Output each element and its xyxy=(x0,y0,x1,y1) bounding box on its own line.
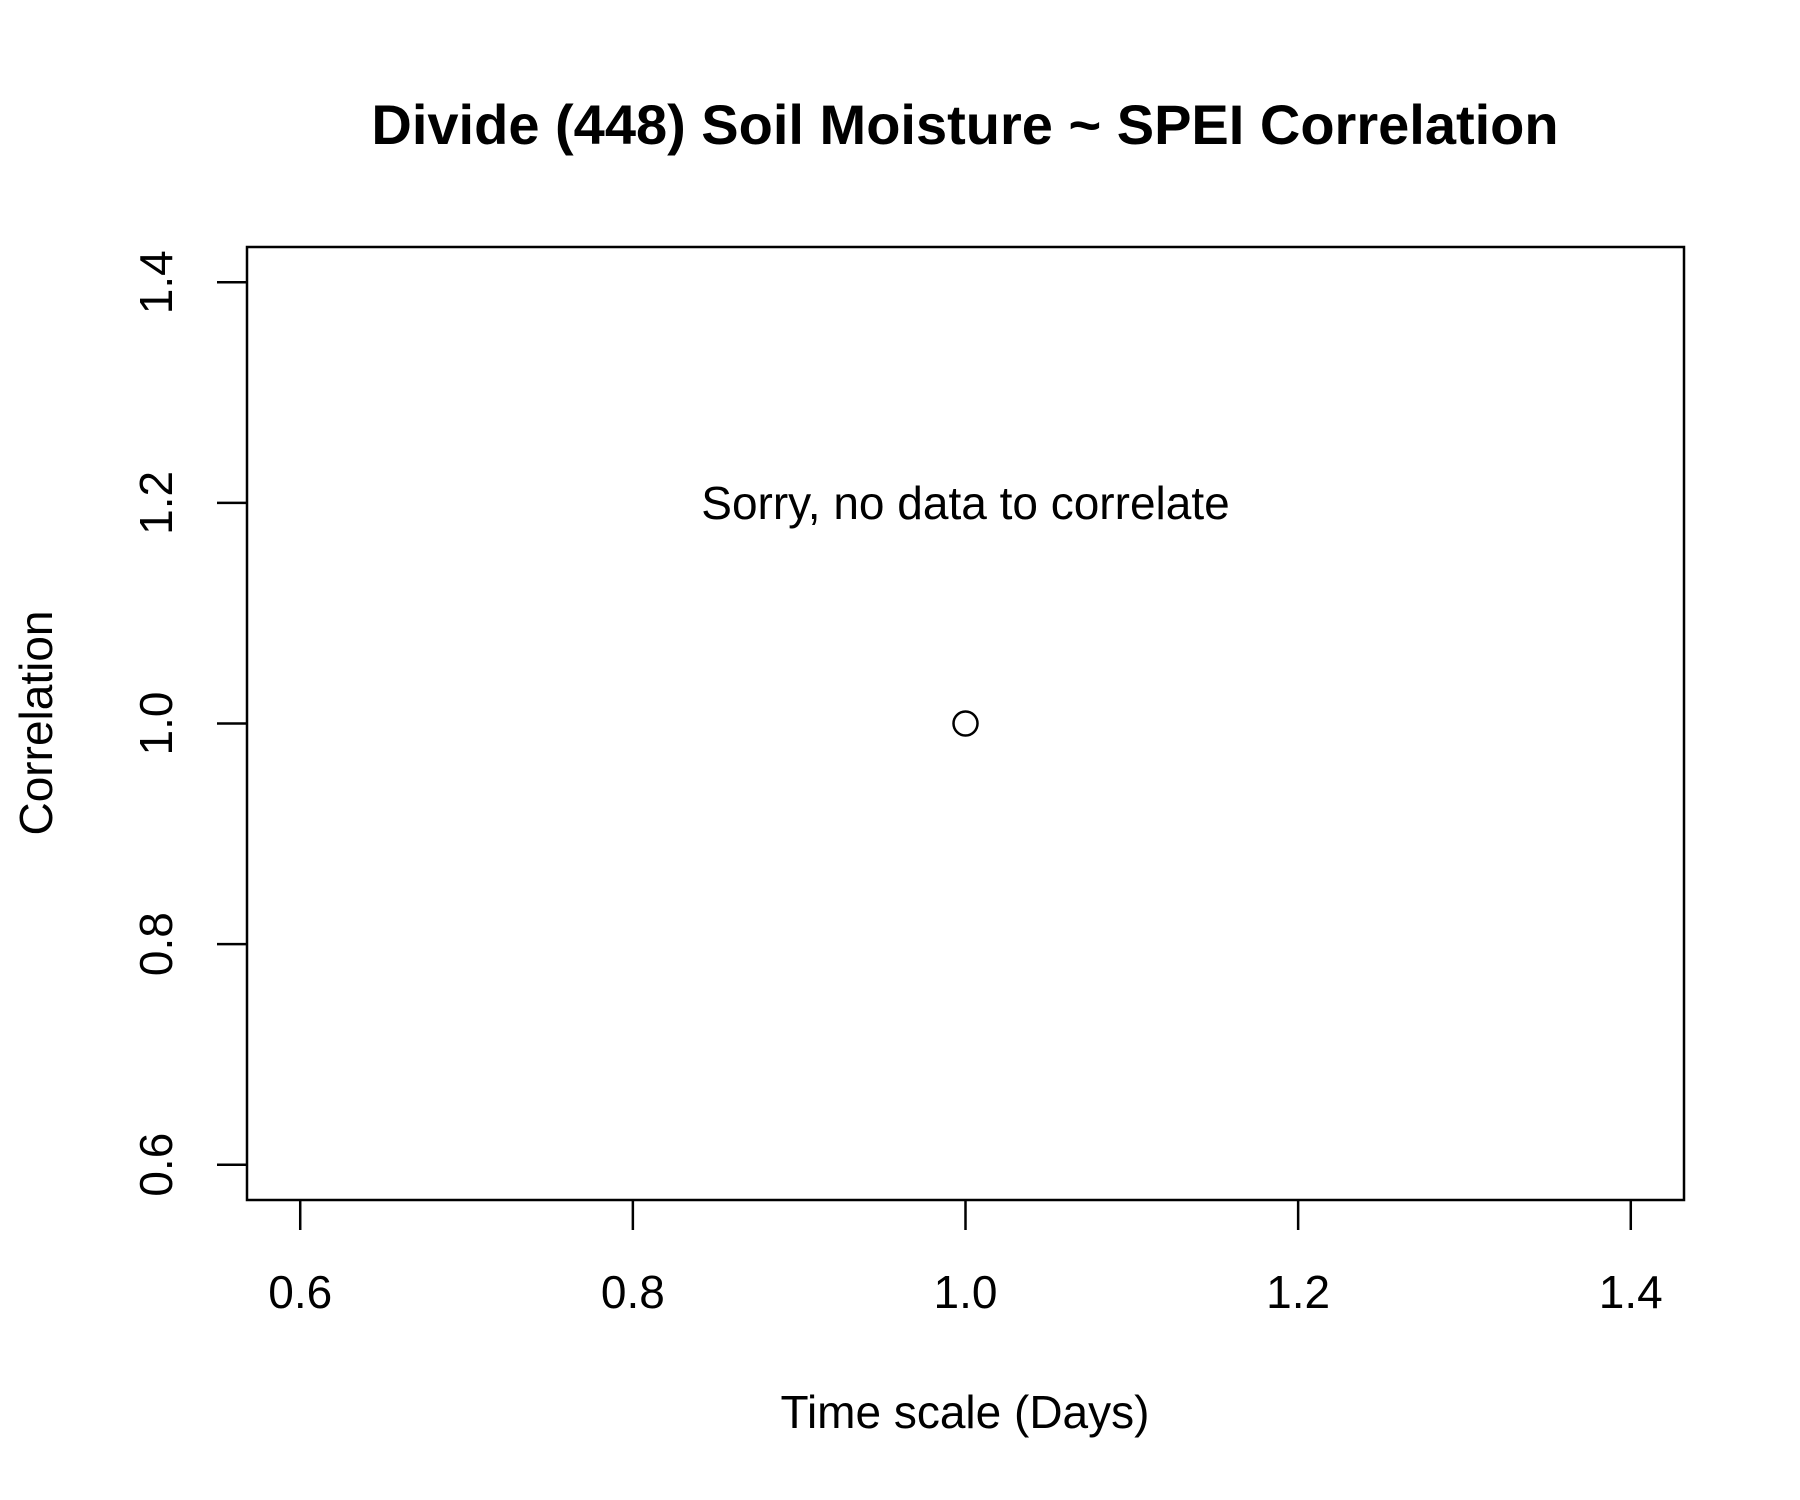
y-tick-label: 1.0 xyxy=(130,692,182,756)
data-points xyxy=(952,710,979,737)
x-tick-label: 0.6 xyxy=(268,1266,332,1318)
x-tick-label: 1.2 xyxy=(1266,1266,1330,1318)
no-data-annotation: Sorry, no data to correlate xyxy=(701,477,1229,529)
x-tick-label: 1.0 xyxy=(934,1266,998,1318)
y-tick-label: 0.8 xyxy=(130,912,182,976)
x-tick-label: 0.8 xyxy=(601,1266,665,1318)
y-axis: 0.6 0.8 1.0 1.2 1.4 xyxy=(130,250,247,1197)
x-axis-label: Time scale (Days) xyxy=(781,1386,1150,1438)
x-tick-label: 1.4 xyxy=(1599,1266,1663,1318)
y-axis-label: Correlation xyxy=(10,611,62,836)
data-point xyxy=(952,710,979,737)
y-tick-label: 1.2 xyxy=(130,471,182,535)
y-tick-label: 1.4 xyxy=(130,250,182,314)
chart-title: Divide (448) Soil Moisture ~ SPEI Correl… xyxy=(371,93,1558,156)
y-tick-label: 0.6 xyxy=(130,1133,182,1197)
plot-frame xyxy=(245,245,1686,1202)
x-axis: 0.6 0.8 1.0 1.2 1.4 xyxy=(268,1200,1663,1318)
